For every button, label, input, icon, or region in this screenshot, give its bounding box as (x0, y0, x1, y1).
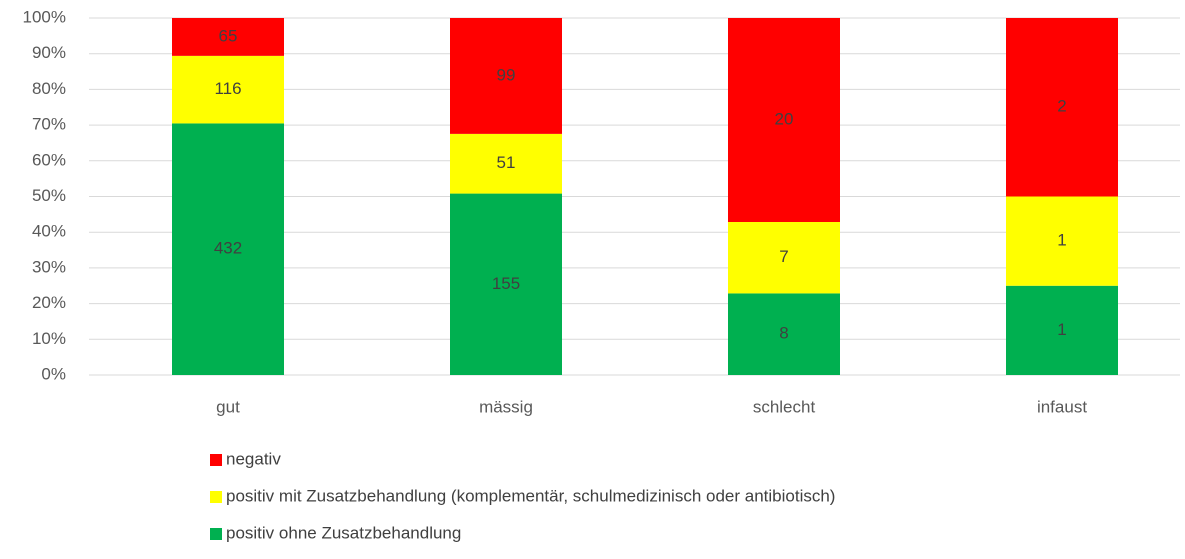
bar-segment (728, 293, 840, 375)
y-tick-label: 90% (32, 43, 66, 62)
bar-segment (450, 133, 562, 194)
legend-swatch (210, 528, 222, 540)
y-tick-label: 60% (32, 150, 66, 169)
y-tick-label: 70% (32, 115, 66, 134)
x-tick-label: mässig (479, 397, 533, 416)
x-tick-label: schlecht (753, 397, 816, 416)
legend-label: positiv ohne Zusatzbehandlung (226, 523, 461, 542)
y-tick-label: 20% (32, 293, 66, 312)
data-label: 7 (779, 247, 788, 266)
legend-label: positiv mit Zusatzbehandlung (komplement… (226, 486, 835, 505)
data-label: 432 (214, 239, 242, 258)
bar-segment (1006, 196, 1118, 286)
x-tick-label: infaust (1037, 397, 1087, 416)
y-tick-label: 0% (41, 364, 66, 383)
y-tick-label: 50% (32, 186, 66, 205)
data-label: 99 (497, 65, 516, 84)
data-label: 2 (1057, 97, 1066, 116)
data-label: 51 (497, 153, 516, 172)
legend-label: negativ (226, 449, 281, 468)
y-tick-label: 10% (32, 329, 66, 348)
bar-segment (172, 55, 284, 124)
data-label: 1 (1057, 231, 1066, 250)
legend-swatch (210, 491, 222, 503)
bar-segment (172, 123, 284, 375)
y-tick-label: 40% (32, 222, 66, 241)
data-label: 65 (219, 26, 238, 45)
y-tick-label: 100% (23, 7, 66, 26)
bar-segment (728, 222, 840, 294)
bar-segment (1006, 18, 1118, 197)
data-label: 8 (779, 324, 788, 343)
legend-swatch (210, 454, 222, 466)
bar-segment (1006, 285, 1118, 375)
y-tick-label: 80% (32, 79, 66, 98)
data-label: 1 (1057, 320, 1066, 339)
bar-segment (172, 18, 284, 56)
bar-segment (450, 18, 562, 134)
y-tick-label: 30% (32, 257, 66, 276)
bar-segment (728, 18, 840, 222)
data-label: 20 (775, 109, 794, 128)
data-label: 155 (492, 274, 520, 293)
bar-segment (450, 193, 562, 375)
x-tick-label: gut (216, 397, 240, 416)
data-label: 116 (214, 79, 241, 98)
